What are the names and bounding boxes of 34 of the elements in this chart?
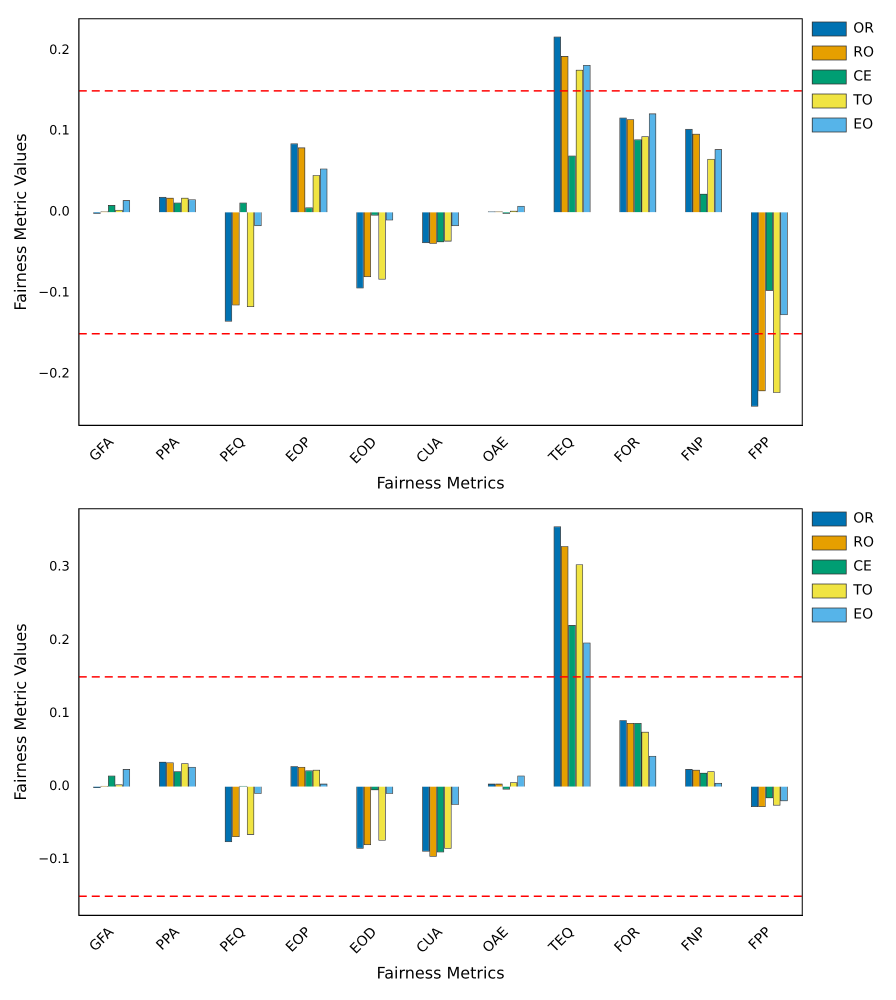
x-tick-label: GFA <box>86 434 118 465</box>
legend-label: CE <box>853 558 872 575</box>
x-axis-title: Fairness Metrics <box>376 474 505 493</box>
legend-label: OR <box>853 20 874 37</box>
x-tick-label: CUA <box>414 924 446 957</box>
x-tick-label: FPP <box>746 924 775 954</box>
legend-label: RO <box>853 534 874 551</box>
legend-label: OR <box>853 510 874 527</box>
y-tick-label: 0.1 <box>49 706 70 721</box>
legend-label: RO <box>853 44 874 61</box>
y-tick-label: −0.1 <box>38 286 70 301</box>
y-tick-label: 0.1 <box>49 124 70 139</box>
y-axis-title: Fairness Metric Values <box>10 133 30 311</box>
legend-label: EO <box>853 606 874 623</box>
x-axis-title: Fairness Metrics <box>376 964 505 983</box>
y-tick-label: 0.3 <box>49 560 70 575</box>
y-tick-label: 0.0 <box>49 204 70 220</box>
x-tick-label: PPA <box>153 924 184 954</box>
y-tick-label: −0.2 <box>38 366 70 382</box>
legend-label: TO <box>852 582 873 599</box>
legend-label: TO <box>852 92 873 109</box>
legend-label: CE <box>853 68 872 85</box>
y-tick-label: −0.1 <box>38 852 70 868</box>
y-axis-title: Fairness Metric Values <box>10 623 30 801</box>
x-tick-label: PPA <box>153 434 184 464</box>
x-tick-label: CUA <box>414 434 446 467</box>
legend-label: EO <box>853 116 874 133</box>
x-tick-label: TEQ <box>545 434 578 466</box>
x-tick-label: GFA <box>86 924 118 955</box>
y-tick-label: 0.2 <box>49 632 70 648</box>
x-tick-label: FPP <box>746 434 775 464</box>
y-tick-label: 0.0 <box>49 778 70 794</box>
y-tick-label: 0.2 <box>49 42 70 58</box>
x-tick-label: TEQ <box>545 924 578 956</box>
